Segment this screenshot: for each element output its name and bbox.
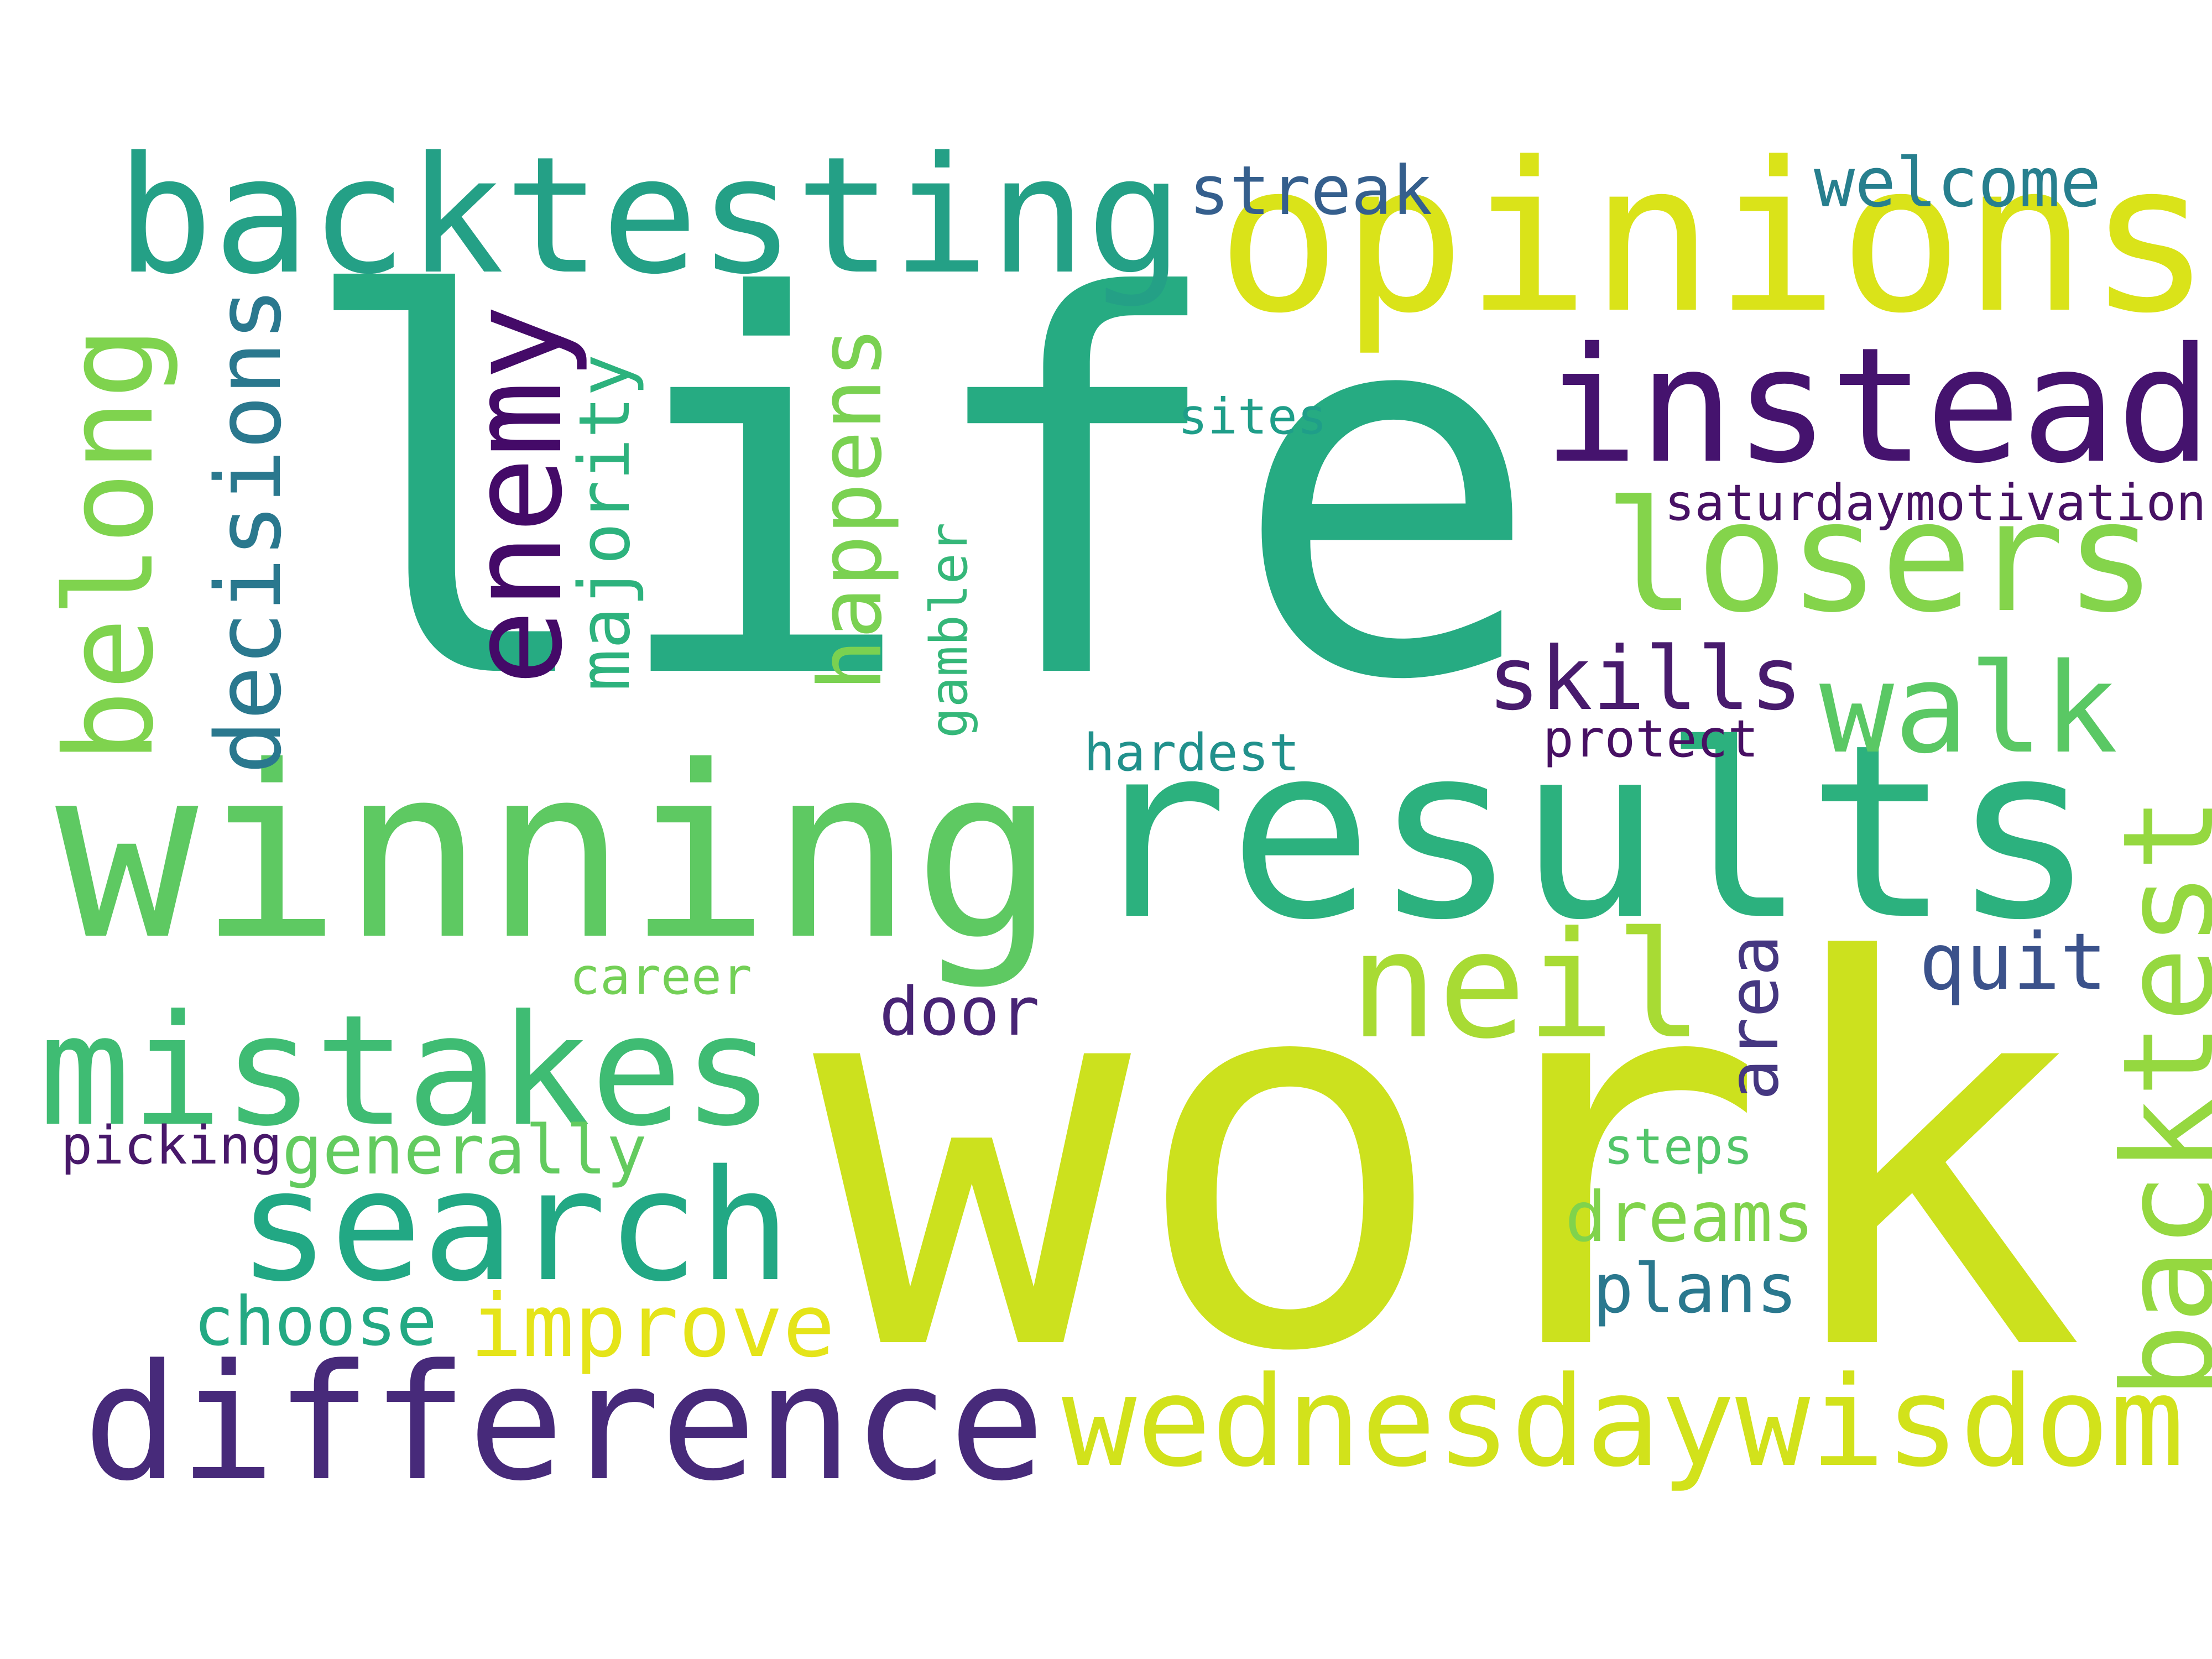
word-happens: happens: [800, 326, 901, 691]
word-generally: generally: [282, 1111, 647, 1190]
word-enemy: enemy: [443, 304, 591, 686]
word-results: results: [1084, 693, 2096, 973]
word-picking: picking: [61, 1115, 283, 1176]
word-mistakes: mistakes: [39, 983, 775, 1160]
word-winning: winning: [55, 716, 1056, 992]
word-quit: quit: [1919, 917, 2107, 1008]
word-opinions: opinions: [1217, 118, 2212, 359]
word-plans: plans: [1593, 1250, 1798, 1329]
word-protect: protect: [1543, 709, 1759, 769]
word-belong: belong: [39, 326, 180, 763]
word-saturdaymotivation: saturdaymotivation: [1665, 474, 2206, 532]
word-difference: difference: [83, 1331, 1045, 1516]
word-neil: neil: [1349, 900, 1704, 1071]
word-dreams: dreams: [1565, 1177, 1814, 1258]
word-streak: streak: [1189, 152, 1433, 230]
word-wednesdaywisdom: wednesdaywisdom: [1062, 1350, 2185, 1495]
word-majority: majority: [564, 354, 645, 691]
word-hardest: hardest: [1084, 723, 1300, 782]
word-skills: skills: [1488, 629, 1803, 730]
word-gambler: gambler: [919, 522, 979, 738]
word-life: life: [293, 190, 1543, 794]
word-instead: instead: [1543, 313, 2212, 498]
word-decisions: decisions: [197, 287, 301, 775]
word-welcome: welcome: [1814, 144, 2101, 223]
word-walk: walk: [1819, 637, 2118, 781]
word-work: work: [813, 852, 2085, 1467]
word-backtesting: backtesting: [116, 122, 1183, 310]
word-losers: losers: [1604, 468, 2157, 646]
word-steps: steps: [1604, 1118, 1753, 1176]
word-search: search: [238, 1138, 791, 1316]
word-door: door: [879, 973, 1040, 1051]
word-improve: improve: [470, 1276, 835, 1376]
word-career: career: [570, 947, 752, 1006]
word-area: area: [1714, 935, 1794, 1100]
word-backtest: backtest: [2096, 796, 2212, 1399]
word-sites: sites: [1178, 388, 1327, 446]
word-choose: choose: [194, 1282, 437, 1361]
